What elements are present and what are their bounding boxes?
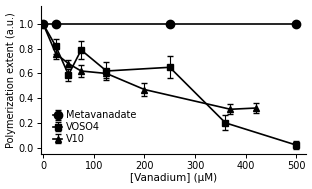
X-axis label: [Vanadium] (μM): [Vanadium] (μM) — [130, 174, 217, 184]
Y-axis label: Polymerization extent (a.u.): Polymerization extent (a.u.) — [6, 12, 16, 147]
Legend: Metavanadate, VOSO4, V10: Metavanadate, VOSO4, V10 — [51, 108, 139, 146]
